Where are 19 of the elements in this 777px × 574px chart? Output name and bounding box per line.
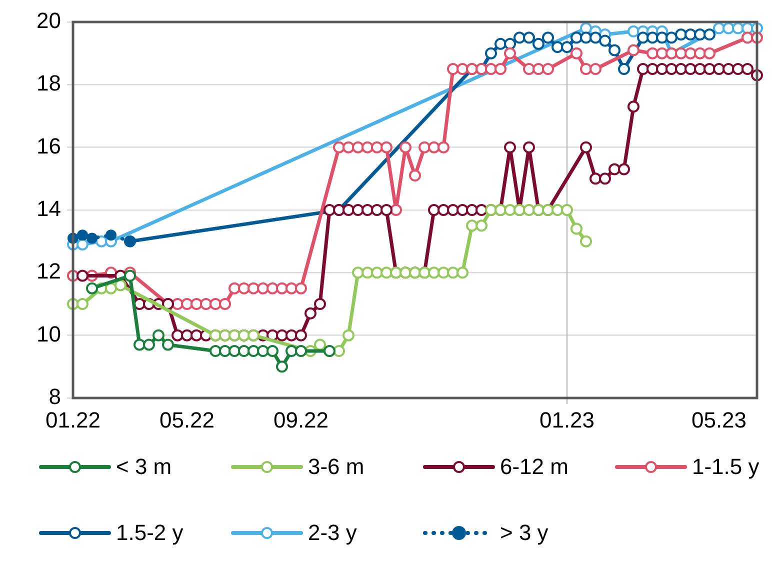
y-tick-label: 14 [36, 196, 61, 222]
y-tick-label: 8 [48, 384, 61, 410]
legend-label: 1-1.5 y [692, 454, 760, 480]
y-tick-label: 12 [36, 258, 61, 284]
legend-label: < 3 m [116, 454, 172, 480]
legend-label: > 3 y [500, 520, 548, 546]
legend-label: 6-12 m [500, 454, 568, 480]
legend-label: 3-6 m [308, 454, 364, 480]
x-tick-label: 01.22 [45, 407, 101, 432]
x-tick-label: 01.23 [539, 407, 595, 432]
y-tick-label: 16 [36, 133, 61, 158]
legend-label: 2-3 y [308, 520, 357, 546]
y-tick-label: 18 [36, 70, 61, 96]
x-tick-label: 05.23 [691, 407, 747, 432]
y-tick-label: 10 [36, 321, 61, 346]
x-tick-label: 05.22 [159, 407, 215, 432]
y-tick-label: 20 [36, 8, 61, 34]
legend-label: 1.5-2 y [116, 520, 184, 546]
x-tick-label: 09.22 [273, 407, 329, 432]
